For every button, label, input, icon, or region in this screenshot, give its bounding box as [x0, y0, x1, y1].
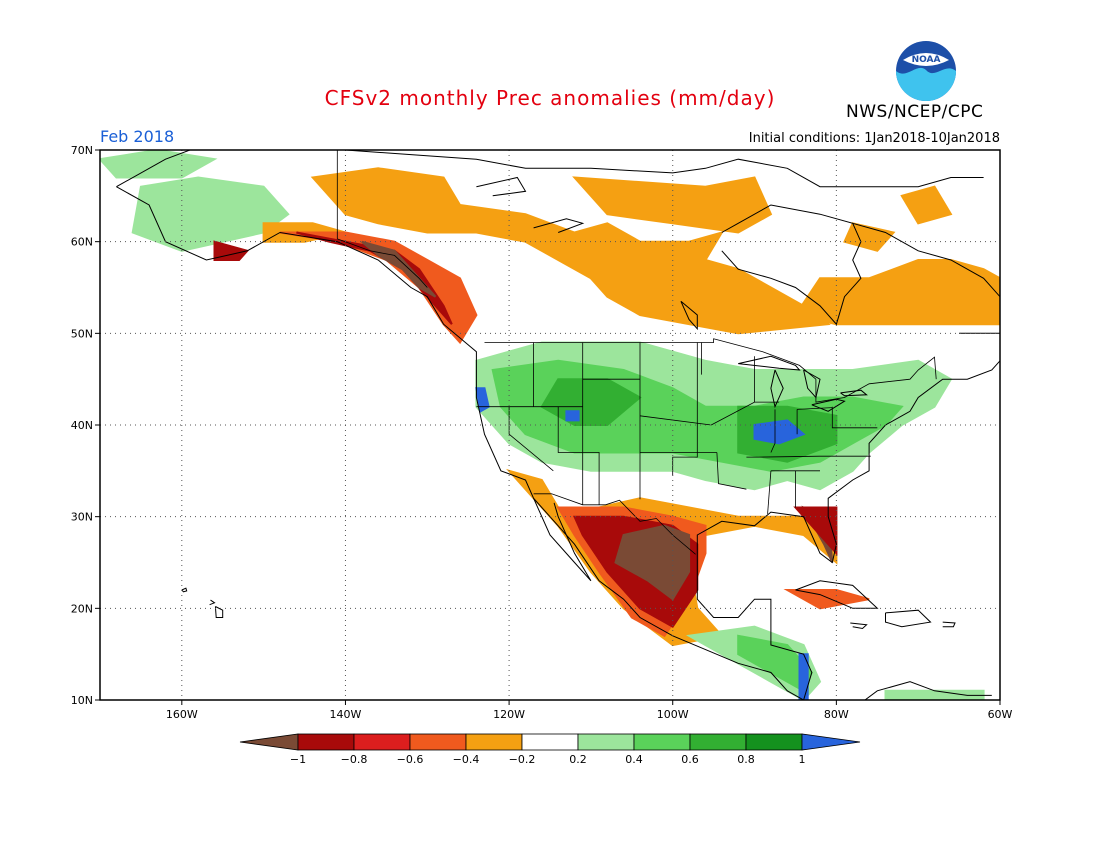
- political-border: [557, 406, 600, 505]
- lon-label: 120W: [493, 708, 525, 721]
- coastline: [738, 355, 801, 371]
- colorbar: −1 −0.8 −0.6 −0.4 −0.2 0.2 0.4 0.6 0.8 1: [239, 733, 861, 766]
- lon-label: 160W: [166, 708, 198, 721]
- colorbar-swatch: [297, 733, 355, 751]
- anomaly-region-darkred: [213, 240, 250, 261]
- colorbar-label: −1: [290, 753, 306, 766]
- colorbar-label: 0.4: [625, 753, 643, 766]
- colorbar-label: −0.8: [341, 753, 368, 766]
- coastline: [795, 580, 879, 609]
- anomaly-region-darkred: [793, 506, 838, 556]
- colorbar-swatch: [521, 733, 579, 751]
- lat-label: 50N: [71, 327, 93, 340]
- coastline: [476, 176, 527, 197]
- noaa-logo-text: NOAA: [912, 55, 941, 65]
- coastline: [214, 606, 224, 618]
- coastline: [864, 681, 992, 700]
- coastline: [885, 609, 932, 628]
- anomaly-region-orangered: [783, 589, 870, 610]
- colorbar-label: −0.2: [509, 753, 536, 766]
- coastline: [852, 222, 1000, 334]
- political-border: [797, 407, 833, 410]
- coastlines: [116, 150, 1000, 700]
- coastline: [721, 204, 862, 326]
- lat-label: 60N: [71, 236, 93, 249]
- anomaly-region-orange: [900, 185, 953, 225]
- political-border: [716, 452, 747, 490]
- coastline: [840, 389, 868, 397]
- lon-label: 60W: [988, 708, 1013, 721]
- colorbar-label: 0.6: [681, 753, 699, 766]
- colorbar-label: −0.4: [453, 753, 480, 766]
- anomaly-region-brown: [361, 240, 437, 298]
- colorbar-label: 0.8: [737, 753, 755, 766]
- coastline: [209, 599, 216, 606]
- lat-label: 70N: [71, 144, 93, 157]
- political-border: [746, 455, 871, 458]
- coastline: [770, 369, 784, 409]
- colorbar-max-arrow: [801, 733, 861, 751]
- coastline: [533, 498, 592, 582]
- anomaly-region-blue: [798, 653, 809, 700]
- political-border: [672, 342, 698, 476]
- coastline: [181, 587, 188, 593]
- colorbar-swatch: [633, 733, 691, 751]
- political-border: [533, 493, 696, 555]
- colorbar-swatch: [689, 733, 747, 751]
- political-border: [336, 150, 428, 288]
- colorbar-label: 1: [799, 753, 806, 766]
- political-border: [770, 409, 776, 453]
- initial-conditions: Initial conditions: 1Jan2018-10Jan2018: [748, 131, 1000, 146]
- coastline: [533, 218, 585, 233]
- anomaly-region-brown: [614, 524, 691, 601]
- anomaly-region-orange: [843, 222, 896, 252]
- colorbar-swatch: [409, 733, 467, 751]
- chart-title: CFSv2 monthly Prec anomalies (mm/day): [324, 86, 776, 110]
- coastline: [680, 300, 698, 331]
- anomaly-region-blue: [565, 410, 580, 422]
- colorbar-swatch: [745, 733, 803, 751]
- coastline: [850, 622, 868, 630]
- noaa-logo-icon: NOAA: [896, 41, 956, 101]
- coastline: [116, 150, 984, 188]
- lat-label: 40N: [71, 419, 93, 432]
- anomaly-region-orangered: [279, 231, 478, 345]
- lat-label: 20N: [71, 602, 93, 615]
- colorbar-label: −0.6: [397, 753, 424, 766]
- political-border: [767, 470, 772, 514]
- anomaly-region-orange: [310, 167, 831, 335]
- colorbar-min-arrow: [239, 733, 299, 751]
- political-border: [639, 415, 712, 426]
- coastline: [942, 621, 956, 628]
- colorbar-swatch: [353, 733, 411, 751]
- coastline: [811, 398, 846, 412]
- coastline: [116, 186, 804, 700]
- colorbar-swatch: [465, 733, 523, 751]
- axis-ticks: 70N 60N 50N 40N 30N 20N 10N 160W 140W 120W 100W 80W…: [71, 144, 1013, 721]
- lat-label: 30N: [71, 511, 93, 524]
- coastline: [696, 360, 1000, 700]
- anomaly-region-orange: [793, 259, 1000, 326]
- lat-label: 10N: [71, 694, 93, 707]
- gridlines: [100, 150, 1000, 700]
- lon-label: 140W: [330, 708, 362, 721]
- lon-label: 80W: [824, 708, 849, 721]
- forecast-month: Feb 2018: [100, 127, 175, 146]
- political-border: [831, 406, 878, 429]
- colorbar-swatch: [577, 733, 635, 751]
- political-border: [484, 338, 937, 403]
- anomaly-region-blue: [753, 419, 806, 445]
- organization-label: NWS/NCEP/CPC: [846, 102, 984, 122]
- lon-label: 100W: [657, 708, 689, 721]
- colorbar-label: 0.2: [569, 753, 587, 766]
